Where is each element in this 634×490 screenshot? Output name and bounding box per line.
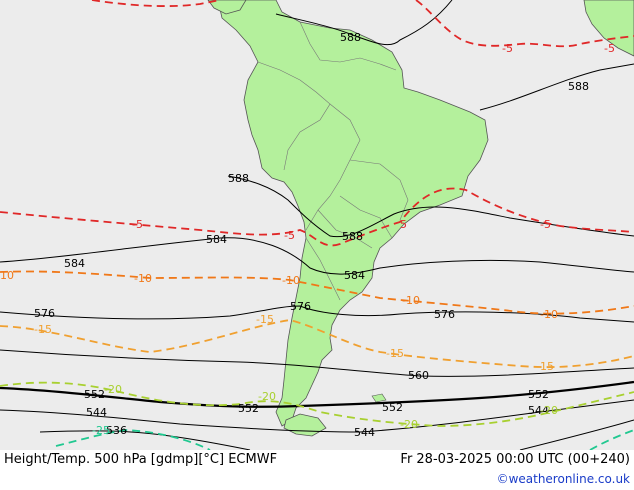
temp-contour-minus25 bbox=[55, 429, 211, 451]
temp-contour-minus5-north bbox=[91, 0, 221, 7]
temp-contour-minus20 bbox=[0, 381, 634, 427]
height-label: 552 bbox=[528, 388, 549, 401]
height-label: 584 bbox=[344, 269, 365, 282]
height-contour-588-north bbox=[275, 0, 453, 46]
central-america-land bbox=[207, 0, 247, 15]
temp-label: -15 bbox=[34, 323, 52, 336]
temp-label: -5 bbox=[132, 218, 143, 231]
height-contour-536 bbox=[39, 430, 251, 451]
temp-label: -5 bbox=[604, 42, 615, 55]
temperature-contours bbox=[0, 0, 634, 451]
temp-label: -20 bbox=[258, 390, 276, 403]
height-contour-extra-se bbox=[519, 419, 634, 451]
height-label: 588 bbox=[228, 172, 249, 185]
temp-contour-minus5-mid bbox=[0, 187, 634, 247]
height-label: 584 bbox=[206, 233, 227, 246]
height-label: 576 bbox=[434, 308, 455, 321]
temp-label: -5 bbox=[284, 229, 295, 242]
temp-label: 10 bbox=[0, 269, 14, 282]
map-canvas: 588 588 588 588 584 584 584 576 576 576 … bbox=[0, 0, 634, 451]
temp-label: -10 bbox=[402, 294, 420, 307]
temp-label: -10 bbox=[282, 274, 300, 287]
map-title: Height/Temp. 500 hPa [gdmp][°C] ECMWF bbox=[4, 452, 278, 467]
temp-contour-minus15 bbox=[0, 319, 634, 368]
country-borders bbox=[257, 21, 409, 301]
height-contour-584 bbox=[0, 237, 634, 275]
height-label: 588 bbox=[342, 230, 363, 243]
weather-map: 588 588 588 588 584 584 584 576 576 576 … bbox=[0, 0, 634, 451]
height-label: 552 bbox=[238, 402, 259, 415]
temp-label: -15 bbox=[386, 347, 404, 360]
temp-label: 5 bbox=[400, 218, 407, 231]
temp-contour-minus10 bbox=[0, 270, 634, 315]
temp-label: -20 bbox=[540, 404, 558, 417]
height-label: 588 bbox=[568, 80, 589, 93]
height-label: 544 bbox=[86, 406, 107, 419]
height-contour-544 bbox=[0, 399, 634, 433]
height-label: 560 bbox=[408, 369, 429, 382]
temperature-labels: -5 -5 -5 -5 5 -5 10 -10 -10 -10 -10 -15 … bbox=[0, 42, 615, 437]
height-label: 588 bbox=[340, 31, 361, 44]
temp-label: -5 bbox=[502, 42, 513, 55]
temp-label: -5 bbox=[540, 218, 551, 231]
temp-label: -10 bbox=[134, 272, 152, 285]
height-contour-560 bbox=[0, 349, 634, 377]
africa-corner-land bbox=[583, 0, 634, 57]
falkland-islands-land bbox=[371, 393, 387, 403]
height-contours bbox=[0, 0, 634, 451]
height-label: 544 bbox=[528, 404, 549, 417]
height-label: 576 bbox=[290, 300, 311, 313]
height-label: 552 bbox=[84, 388, 105, 401]
temp-contour-minus5-ne bbox=[415, 0, 634, 48]
height-contour-588-east bbox=[479, 63, 634, 111]
credit-link[interactable]: ©weatheronline.co.uk bbox=[496, 472, 630, 486]
height-label: 536 bbox=[106, 424, 127, 437]
height-contour-576 bbox=[0, 305, 634, 323]
temp-label: -20 bbox=[104, 383, 122, 396]
temp-label: -20 bbox=[400, 418, 418, 431]
height-label: 544 bbox=[354, 426, 375, 439]
south-america-land bbox=[217, 0, 489, 427]
temp-label: -10 bbox=[540, 308, 558, 321]
map-valid-time: Fr 28-03-2025 00:00 UTC (00+240) bbox=[400, 452, 630, 467]
height-label: 576 bbox=[34, 307, 55, 320]
temp-label: -15 bbox=[256, 313, 274, 326]
map-footer: Height/Temp. 500 hPa [gdmp][°C] ECMWF Fr… bbox=[0, 450, 634, 490]
height-label: 584 bbox=[64, 257, 85, 270]
temp-contour-minus25-east bbox=[589, 429, 634, 451]
height-labels: 588 588 588 588 584 584 584 576 576 576 … bbox=[34, 31, 589, 439]
temp-label: -15 bbox=[536, 360, 554, 373]
height-label: 552 bbox=[382, 401, 403, 414]
temp-label: -25 bbox=[92, 424, 110, 437]
